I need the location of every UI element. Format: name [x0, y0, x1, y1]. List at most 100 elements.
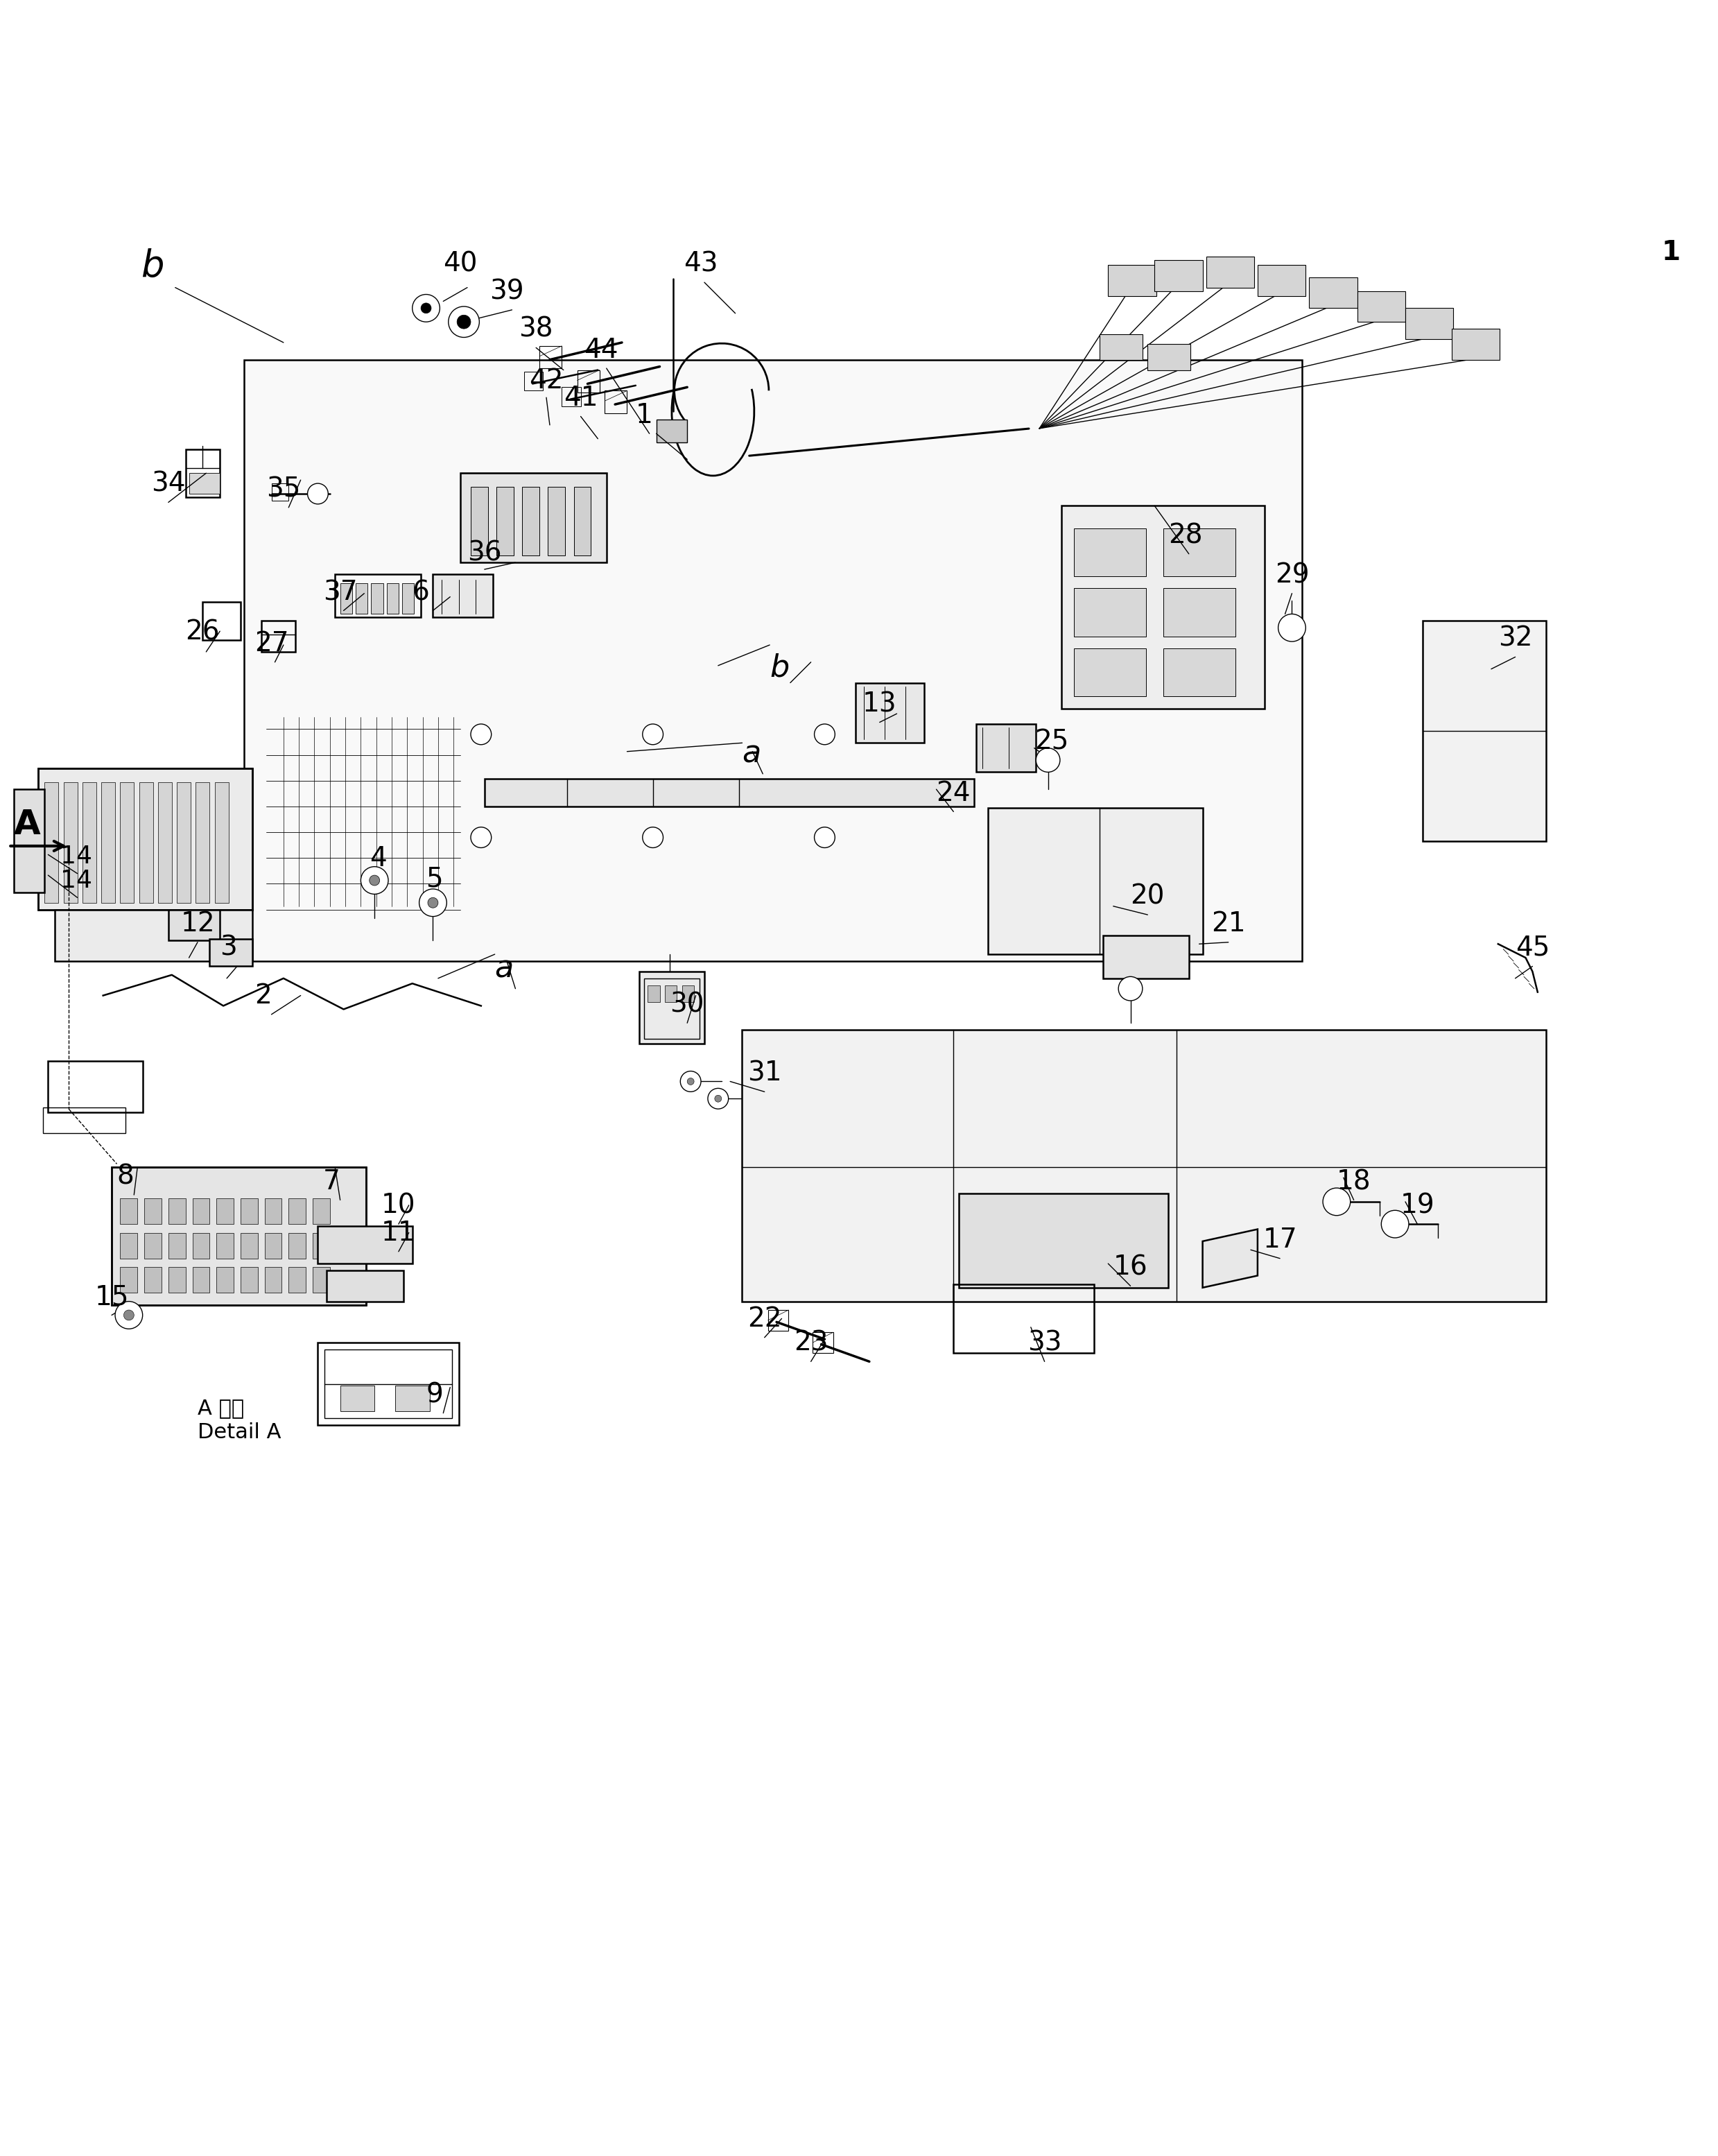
Bar	[101, 783, 115, 903]
Bar	[1163, 528, 1235, 576]
Text: 37: 37	[323, 580, 357, 606]
Bar	[639, 972, 704, 1044]
Circle shape	[412, 295, 440, 321]
Bar	[112, 1166, 366, 1304]
Circle shape	[421, 304, 431, 313]
Text: 34: 34	[151, 470, 186, 498]
Bar	[14, 789, 45, 893]
Bar	[318, 1227, 412, 1263]
Bar	[371, 582, 383, 614]
Bar	[45, 783, 58, 903]
Bar	[648, 985, 660, 1003]
Bar	[460, 472, 606, 563]
Bar	[120, 1233, 137, 1259]
Bar	[120, 1268, 137, 1294]
Text: 40: 40	[443, 250, 478, 278]
Bar	[38, 770, 253, 910]
Text: 18: 18	[1337, 1169, 1371, 1194]
Bar	[318, 1343, 459, 1425]
Text: 44: 44	[584, 336, 618, 362]
Text: 15: 15	[94, 1283, 129, 1311]
Bar	[177, 783, 191, 903]
Text: 41: 41	[564, 386, 598, 412]
Bar	[562, 388, 581, 405]
Bar	[112, 1166, 366, 1304]
Text: 14: 14	[60, 845, 93, 869]
Bar	[144, 1268, 161, 1294]
Bar	[644, 979, 699, 1039]
Text: 33: 33	[1027, 1330, 1062, 1356]
Bar	[1206, 257, 1254, 287]
Bar	[289, 1268, 306, 1294]
Bar	[1148, 345, 1191, 371]
Bar	[471, 487, 488, 556]
Text: 29: 29	[1275, 563, 1309, 589]
Bar	[1062, 507, 1264, 709]
Bar	[189, 472, 220, 494]
Circle shape	[687, 1078, 694, 1084]
Bar	[158, 783, 172, 903]
Circle shape	[680, 1072, 701, 1091]
Text: 35: 35	[266, 476, 301, 502]
Text: 39: 39	[490, 278, 524, 304]
Text: 38: 38	[519, 317, 553, 343]
Circle shape	[1036, 748, 1060, 772]
Text: 27: 27	[254, 632, 289, 658]
Text: b: b	[141, 248, 165, 285]
Bar	[216, 1268, 234, 1294]
Bar	[1452, 328, 1500, 360]
Bar	[313, 1268, 330, 1294]
Bar	[959, 1192, 1168, 1287]
Bar	[196, 783, 210, 903]
Bar	[395, 1386, 430, 1412]
Text: 5: 5	[426, 867, 443, 893]
Circle shape	[419, 888, 447, 916]
Bar	[433, 573, 493, 617]
Bar	[325, 1350, 452, 1419]
Text: Detail A: Detail A	[198, 1423, 282, 1442]
Bar	[988, 808, 1203, 955]
Circle shape	[457, 315, 471, 328]
Circle shape	[471, 828, 491, 847]
Bar	[192, 1268, 210, 1294]
Bar	[665, 985, 677, 1003]
Text: 25: 25	[1034, 729, 1069, 755]
Bar	[216, 1199, 234, 1225]
Text: 23: 23	[794, 1330, 828, 1356]
Text: 32: 32	[1498, 625, 1532, 651]
Circle shape	[1323, 1188, 1350, 1216]
Bar	[289, 1233, 306, 1259]
Bar	[1423, 621, 1546, 841]
Circle shape	[708, 1089, 728, 1108]
Text: 3: 3	[220, 936, 237, 962]
Bar	[144, 1233, 161, 1259]
Bar	[813, 1332, 833, 1354]
Bar	[38, 770, 253, 910]
Bar	[139, 783, 153, 903]
Text: a: a	[742, 740, 761, 770]
Text: 7: 7	[323, 1169, 340, 1194]
Bar	[1357, 291, 1405, 321]
Circle shape	[124, 1311, 134, 1319]
Circle shape	[115, 1302, 143, 1328]
Bar	[539, 345, 562, 369]
Bar	[605, 390, 627, 414]
Bar	[215, 783, 228, 903]
Circle shape	[715, 1095, 722, 1102]
Bar	[1309, 278, 1357, 308]
Circle shape	[814, 828, 835, 847]
Circle shape	[643, 828, 663, 847]
Circle shape	[471, 724, 491, 744]
Text: 19: 19	[1400, 1192, 1435, 1218]
Polygon shape	[244, 360, 1302, 962]
Bar	[522, 487, 539, 556]
Bar	[1100, 334, 1142, 360]
Bar	[682, 985, 694, 1003]
Bar	[241, 1233, 258, 1259]
Bar	[43, 1108, 125, 1134]
Text: A 詳細: A 詳細	[198, 1397, 244, 1419]
Bar	[326, 1270, 404, 1302]
Text: 12: 12	[180, 910, 215, 938]
Text: 31: 31	[747, 1061, 782, 1087]
Text: 22: 22	[747, 1307, 782, 1332]
